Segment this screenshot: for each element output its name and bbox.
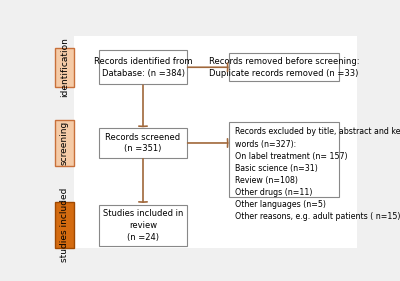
Text: identification: identification	[60, 37, 69, 97]
Text: studies included: studies included	[60, 188, 69, 262]
FancyBboxPatch shape	[74, 36, 357, 248]
FancyBboxPatch shape	[99, 128, 187, 158]
FancyBboxPatch shape	[229, 122, 339, 197]
FancyBboxPatch shape	[55, 48, 74, 87]
Text: screening: screening	[60, 121, 69, 165]
Text: Records identified from
Database: (n =384): Records identified from Database: (n =38…	[94, 57, 192, 78]
Text: Records removed before screening:
Duplicate records removed (n =33): Records removed before screening: Duplic…	[209, 57, 359, 78]
Text: Records screened
(n =351): Records screened (n =351)	[106, 133, 180, 153]
FancyBboxPatch shape	[55, 120, 74, 166]
FancyBboxPatch shape	[99, 50, 187, 84]
FancyBboxPatch shape	[55, 203, 74, 248]
Text: Records excluded by title, abstract and key
words (n=327):
On label treatment (n: Records excluded by title, abstract and …	[235, 127, 400, 221]
Text: Studies included in
review
(n =24): Studies included in review (n =24)	[103, 209, 183, 241]
FancyBboxPatch shape	[229, 53, 339, 81]
FancyBboxPatch shape	[99, 205, 187, 246]
